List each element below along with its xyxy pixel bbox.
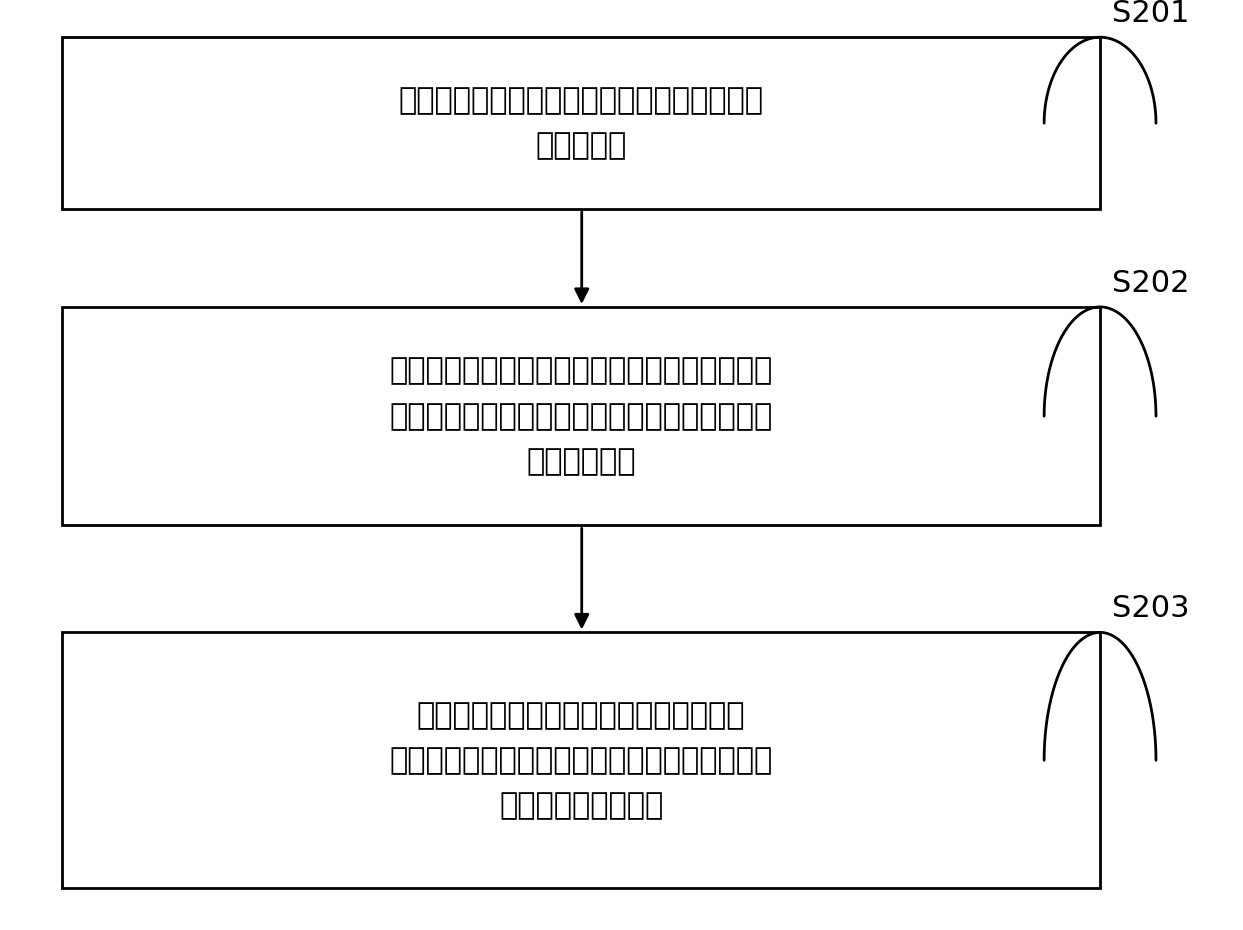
Text: S201: S201: [1112, 0, 1190, 28]
Bar: [62, 632, 1100, 888]
Text: 读取光纤配线设备上各端口中插入的跳纤插头
的插头标识: 读取光纤配线设备上各端口中插入的跳纤插头 的插头标识: [399, 86, 763, 160]
Bar: [62, 307, 1100, 525]
Text: 向跳纤连接检测装置上报第二配置信息，
第二配置信息包括光纤配线设备上已连接的至少
一对端口的端口标识: 向跳纤连接检测装置上报第二配置信息， 第二配置信息包括光纤配线设备上已连接的至少…: [389, 700, 773, 820]
Text: 根据插头标识确定光纤配线设备上已连接的至少
一对端口，同一跳纤的第一插头和第二插头的插
头标识相匹配: 根据插头标识确定光纤配线设备上已连接的至少 一对端口，同一跳纤的第一插头和第二插…: [389, 356, 773, 476]
Text: S202: S202: [1112, 269, 1190, 298]
Bar: [62, 37, 1100, 209]
Text: S203: S203: [1112, 594, 1190, 623]
